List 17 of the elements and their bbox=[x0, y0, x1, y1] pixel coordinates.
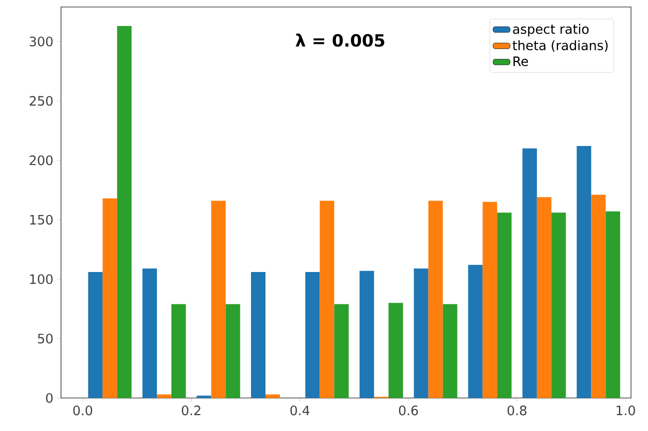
x-tick-label: 0.0 bbox=[73, 406, 92, 416]
y-tick-label: 200 bbox=[30, 155, 53, 166]
y-tick-label: 50 bbox=[38, 334, 53, 344]
y-tick-label: 0 bbox=[46, 393, 53, 403]
y-tick-label: 250 bbox=[30, 96, 53, 106]
legend-label: theta (radians) bbox=[512, 40, 608, 52]
annotation: λ = 0.005 bbox=[296, 34, 384, 47]
x-tick-label: 0.2 bbox=[182, 406, 200, 416]
x-tick-label: 0.8 bbox=[508, 406, 526, 416]
x-tick-label: 0.6 bbox=[398, 406, 418, 416]
y-tick-label: 100 bbox=[30, 274, 53, 284]
legend-label: Re bbox=[514, 56, 528, 66]
x-tick-label: 1.0 bbox=[616, 406, 636, 416]
y-tick-label: 150 bbox=[30, 214, 53, 225]
legend-label: aspect ratio bbox=[513, 24, 589, 36]
y-tick-label: 300 bbox=[30, 36, 53, 46]
x-tick-label: 0.4 bbox=[290, 406, 310, 416]
